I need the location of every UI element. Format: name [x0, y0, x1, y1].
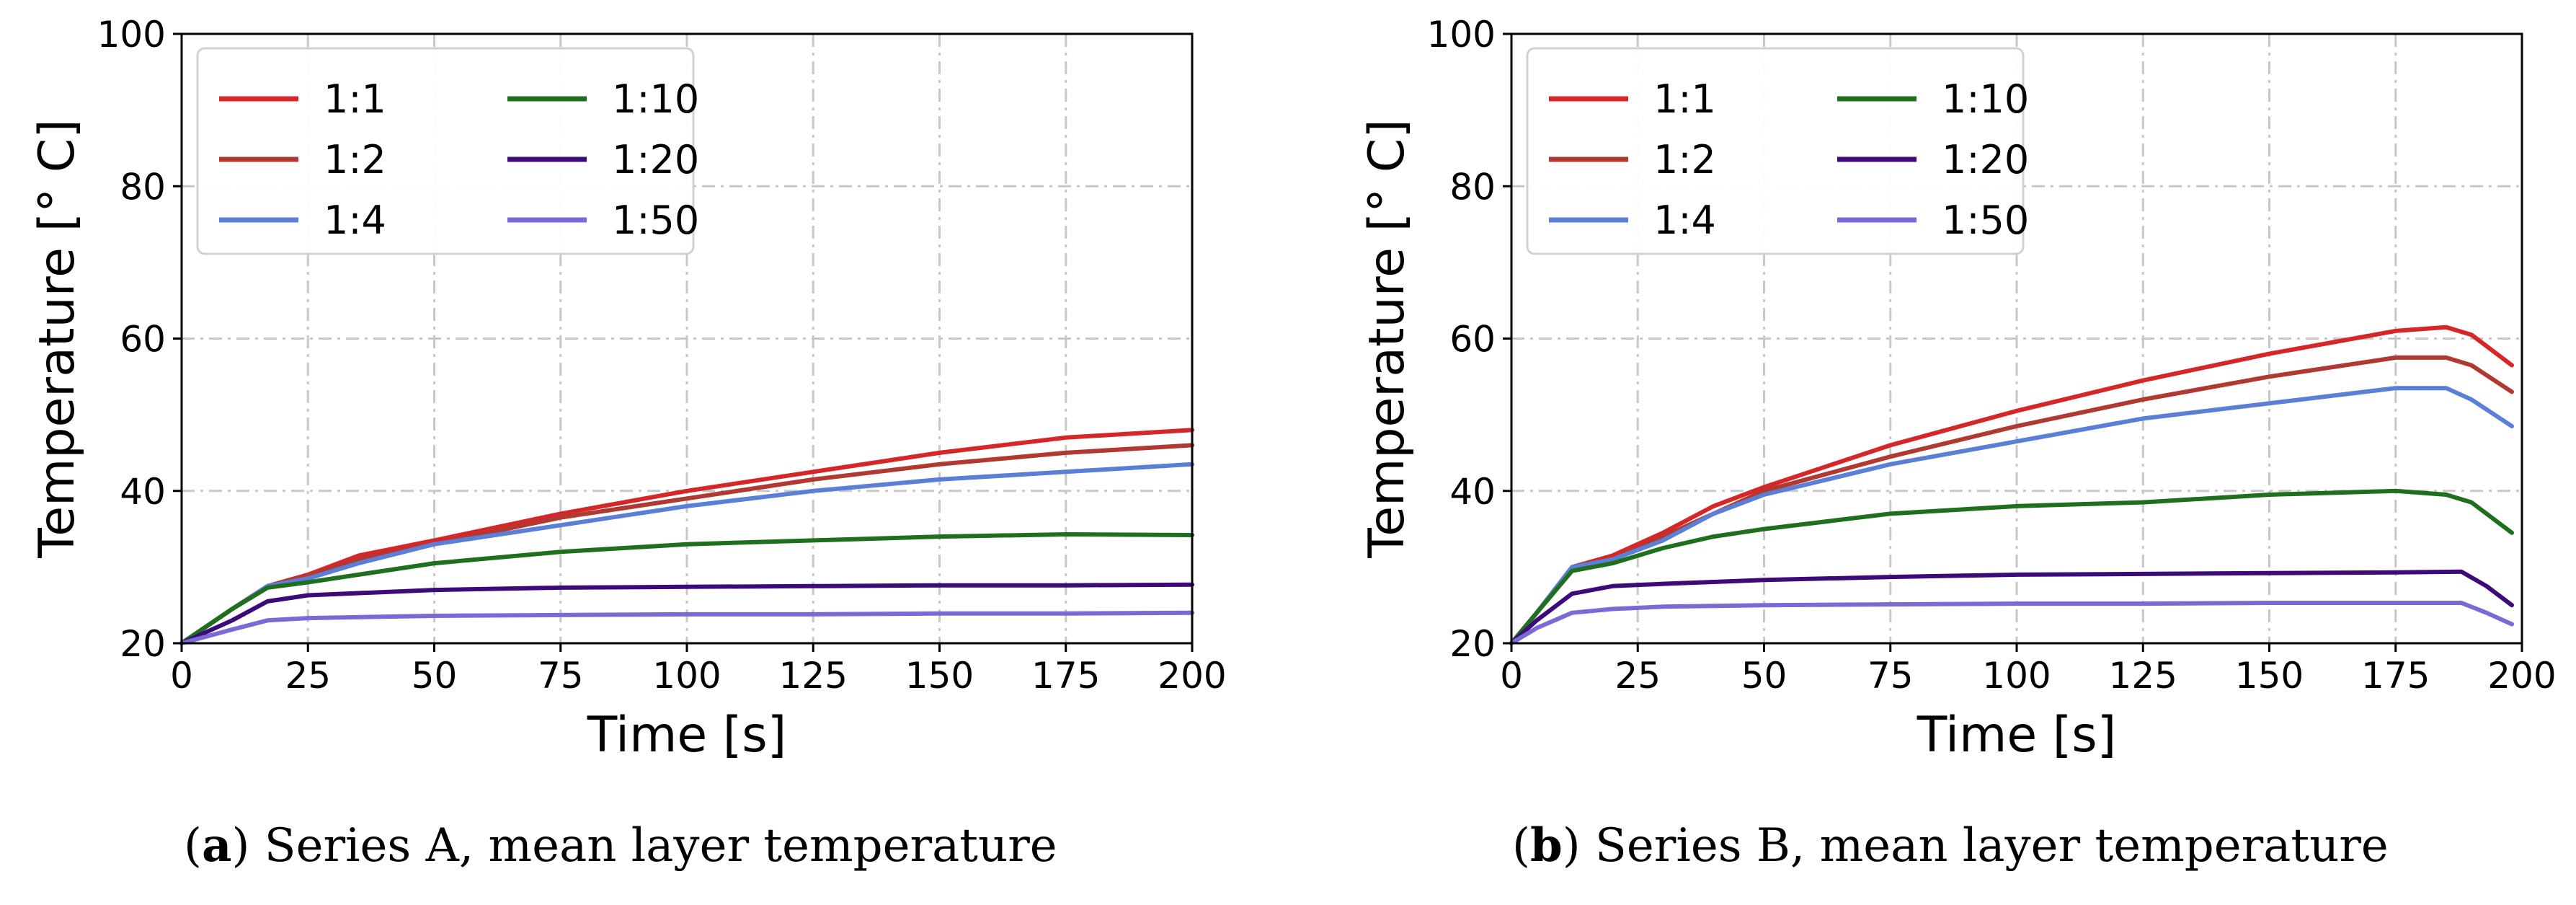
caption-b: (b) Series B, mean layer temperature [1512, 818, 2389, 873]
caption-a-text: Series A, mean layer temperature [264, 819, 1057, 873]
legend-label-1-2: 1:2 [324, 137, 386, 182]
series-line-1-4 [1509, 386, 2514, 645]
legend-label-1-20: 1:20 [1942, 137, 2029, 182]
caption-a-label: a [201, 818, 232, 873]
x-tick-label: 125 [779, 655, 848, 697]
legend-label-1-10: 1:10 [1942, 76, 2029, 122]
x-tick-label: 200 [2487, 655, 2556, 697]
x-axis-label: Time [s] [1917, 707, 2117, 764]
y-tick-label: 80 [120, 166, 166, 208]
legend-label-1-20: 1:20 [612, 137, 699, 182]
y-tick-label: 40 [1449, 471, 1496, 513]
legend-label-1-1: 1:1 [1653, 76, 1716, 122]
x-tick-label: 0 [1500, 655, 1523, 697]
legend-label-1-1: 1:1 [324, 76, 386, 122]
y-tick-label: 80 [1449, 166, 1496, 208]
x-tick-label: 125 [2109, 655, 2177, 697]
x-tick-label: 200 [1158, 655, 1226, 697]
x-tick-label: 50 [412, 655, 458, 697]
x-axis-label: Time [s] [587, 707, 787, 764]
x-tick-label: 100 [1982, 655, 2051, 697]
legend-label-1-10: 1:10 [612, 76, 699, 122]
series-line-1-10 [179, 532, 1194, 645]
series-line-1-20 [179, 582, 1194, 645]
x-tick-label: 175 [1031, 655, 1100, 697]
y-tick-label: 100 [1427, 14, 1496, 56]
y-tick-label: 20 [1449, 623, 1496, 665]
series-line-1-10 [1509, 488, 2514, 645]
x-tick-label: 25 [285, 655, 331, 697]
y-axis-label: Temperature [° C] [1359, 119, 1416, 559]
x-tick-label: 75 [538, 655, 584, 697]
y-tick-label: 60 [1449, 319, 1496, 361]
caption-b-text: Series B, mean layer temperature [1595, 819, 2389, 873]
series-line-1-20 [1509, 569, 2514, 645]
x-tick-label: 150 [2235, 655, 2304, 697]
legend-label-1-50: 1:50 [1942, 198, 2029, 243]
x-tick-label: 25 [1615, 655, 1661, 697]
x-tick-label: 50 [1741, 655, 1787, 697]
legend-label-1-2: 1:2 [1653, 137, 1716, 182]
series-line-1-50 [1509, 601, 2514, 645]
y-tick-label: 100 [97, 14, 166, 56]
caption-b-label: b [1529, 818, 1563, 873]
x-tick-label: 75 [1867, 655, 1914, 697]
x-tick-label: 100 [652, 655, 721, 697]
x-tick-label: 175 [2361, 655, 2430, 697]
legend-label-1-4: 1:4 [1653, 198, 1716, 243]
y-tick-label: 20 [120, 623, 166, 665]
x-tick-label: 150 [905, 655, 974, 697]
series-line-1-50 [179, 610, 1194, 645]
y-axis-label: Temperature [° C] [29, 119, 86, 559]
caption-a: (a) Series A, mean layer temperature [184, 818, 1057, 873]
y-tick-label: 40 [120, 471, 166, 513]
x-tick-label: 0 [170, 655, 193, 697]
legend-label-1-4: 1:4 [324, 198, 386, 243]
y-tick-label: 60 [120, 319, 166, 361]
legend-label-1-50: 1:50 [612, 198, 699, 243]
chart-a: 0 25 50 75 100 125 150 175 200 20 40 60 80 100 Time [s… [29, 14, 1227, 764]
chart-b: 0 25 50 75 100 125 150 175 200 20 40 60 80 100 Time [s… [1359, 14, 2557, 764]
